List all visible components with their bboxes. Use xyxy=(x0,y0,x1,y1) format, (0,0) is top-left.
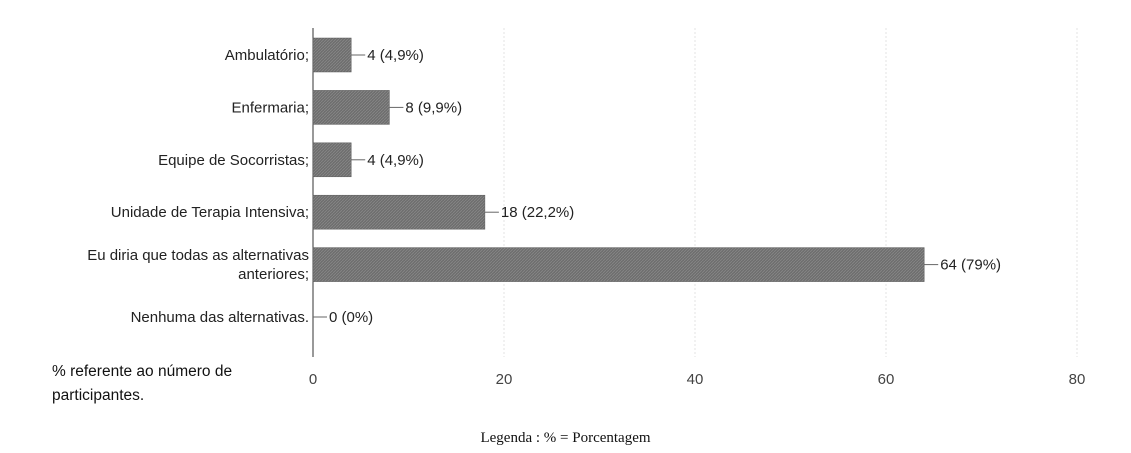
labels: 0 20 40 60 80 4 (4,9%) Ambulatório; 8 (9,9%) Enf… xyxy=(87,47,1085,388)
chart-footnote: % referente ao número de participantes. xyxy=(52,363,233,404)
bars xyxy=(312,37,939,318)
chart-caption: Legenda : % = Porcentagem xyxy=(480,430,651,446)
bar xyxy=(312,37,352,73)
category-label: Ambulatório; xyxy=(225,47,309,64)
chart-card: 0 20 40 60 80 4 (4,9%) Ambulatório; 8 (9,9%) Enf… xyxy=(52,28,1086,404)
x-tick-label: 20 xyxy=(496,371,513,388)
x-tick-label: 80 xyxy=(1069,371,1086,388)
gridlines xyxy=(312,28,1078,357)
bar xyxy=(312,142,352,178)
bar xyxy=(312,90,390,125)
data-label: 18 (22,2%) xyxy=(501,204,574,221)
category-label: Enfermaria; xyxy=(231,99,309,116)
data-label: 4 (4,9%) xyxy=(367,47,424,64)
data-label: 8 (9,9%) xyxy=(405,99,462,116)
category-label: Unidade de Terapia Intensiva; xyxy=(111,204,309,221)
category-label: Eu diria que todas as alternativas xyxy=(87,247,309,264)
x-tick-label: 60 xyxy=(878,371,895,388)
bar-chart: 0 20 40 60 80 4 (4,9%) Ambulatório; 8 (9,9%) Enf… xyxy=(87,28,1085,388)
category-label: anteriores; xyxy=(238,266,309,283)
data-label: 4 (4,9%) xyxy=(367,152,424,169)
x-tick-label: 0 xyxy=(309,371,317,388)
data-label: 0 (0%) xyxy=(329,309,373,326)
x-tick-label: 40 xyxy=(687,371,704,388)
category-label: Nenhuma das alternativas. xyxy=(131,309,309,326)
bar xyxy=(312,247,925,282)
data-label: 64 (79%) xyxy=(940,257,1001,274)
category-label: Equipe de Socorristas; xyxy=(158,152,309,169)
bar xyxy=(312,194,486,230)
